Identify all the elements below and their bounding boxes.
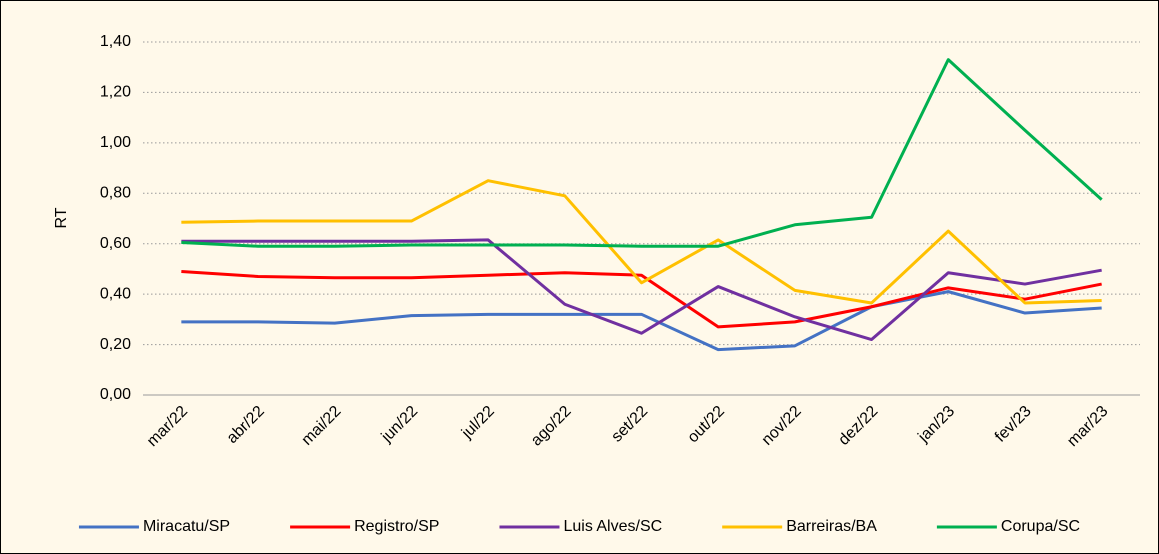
- y-tick-label: 0,60: [100, 235, 131, 252]
- data-line: [181, 58, 1103, 248]
- y-tick-label: 1,20: [100, 84, 131, 101]
- legend-label: Luis Alves/SC: [563, 518, 662, 535]
- data-line: [181, 269, 1102, 329]
- y-tick-label: 0,20: [100, 336, 131, 353]
- data-line: [181, 238, 1102, 342]
- legend-label: Miracatu/SP: [143, 518, 230, 535]
- y-tick-label: 0,00: [100, 386, 131, 403]
- legend-label: Barreiras/BA: [786, 518, 877, 535]
- y-tick-label: 1,40: [100, 33, 131, 50]
- legend-label: Registro/SP: [354, 518, 439, 535]
- data-line: [181, 179, 1102, 305]
- y-tick-label: 0,40: [100, 285, 131, 302]
- y-tick-label: 0,80: [100, 185, 131, 202]
- y-axis-label: RT: [53, 207, 70, 228]
- y-tick-label: 1,00: [100, 134, 131, 151]
- legend-label: Corupa/SC: [1001, 518, 1080, 535]
- data-line: [181, 290, 1102, 352]
